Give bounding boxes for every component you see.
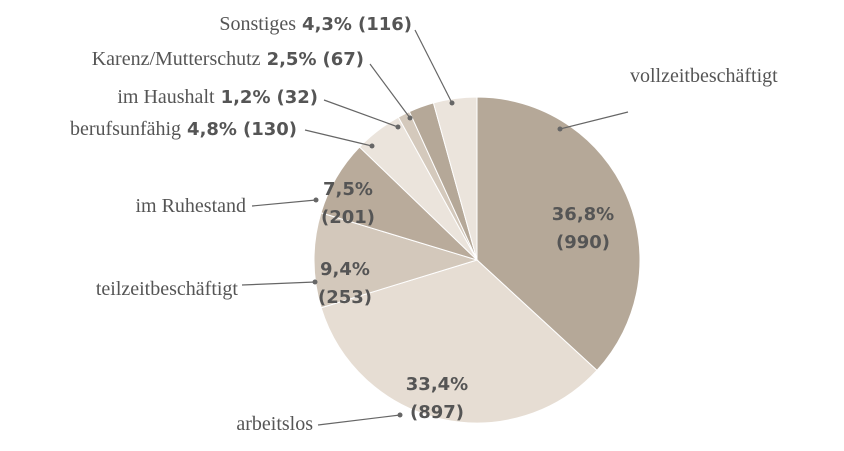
leader-line [241, 281, 316, 286]
category-name: vollzeitbeschäftigt [630, 65, 778, 87]
leader-dot [407, 115, 413, 121]
count-label: (67) [322, 49, 364, 70]
slice-label: im Haushalt 1,2% (32) [117, 86, 318, 108]
leader-dot [449, 100, 455, 106]
leader-line [559, 111, 629, 130]
category-name: Sonstiges [219, 13, 296, 35]
category-name: berufsunfähig [70, 118, 181, 140]
leader-line [304, 129, 373, 147]
pie-slice [313, 212, 479, 309]
leader-dot [369, 143, 375, 149]
value-label: 36,8% [552, 204, 614, 225]
count-label: (201) [321, 207, 375, 228]
slice-label: arbeitslos [236, 413, 313, 435]
slice-label: teilzeitbeschäftigt [96, 278, 239, 300]
value-label: 4,3% [302, 14, 352, 35]
count-label: (116) [358, 14, 412, 35]
leader-line [323, 99, 399, 128]
slice-label: Karenz/Mutterschutz 2,5% (67) [92, 48, 364, 70]
pie-slice [476, 96, 641, 372]
leader-dot [397, 412, 403, 418]
category-name: im Ruhestand [135, 195, 246, 217]
value-label: 1,2% [221, 87, 271, 108]
count-label: (130) [243, 119, 297, 140]
count-label: (897) [410, 402, 464, 423]
slice-label: vollzeitbeschäftigt [630, 65, 778, 87]
category-name: im Haushalt [117, 86, 215, 108]
leader-dot [557, 126, 563, 132]
leader-line [251, 199, 317, 207]
value-label: 2,5% [267, 49, 317, 70]
value-label: 9,4% [320, 259, 370, 280]
slice-label: Sonstiges 4,3% (116) [219, 13, 412, 35]
value-label: 4,8% [187, 119, 237, 140]
leader-dot [313, 197, 319, 203]
pie-slice [432, 96, 478, 261]
slice-label: berufsunfähig 4,8% (130) [70, 118, 297, 140]
category-name: teilzeitbeschäftigt [96, 278, 239, 300]
pie-slice [320, 259, 598, 424]
leader-line [369, 63, 411, 119]
category-name: arbeitslos [236, 413, 313, 435]
value-label: 33,4% [406, 374, 468, 395]
value-label: 7,5% [323, 179, 373, 200]
leader-line [414, 29, 453, 104]
slice-label: im Ruhestand [135, 195, 246, 217]
leader-dot [312, 279, 318, 285]
category-name: Karenz/Mutterschutz [92, 48, 261, 70]
count-label: (32) [276, 87, 318, 108]
leader-line [317, 414, 401, 426]
count-label: (990) [556, 232, 610, 253]
leader-dot [395, 124, 401, 130]
count-label: (253) [318, 287, 372, 308]
